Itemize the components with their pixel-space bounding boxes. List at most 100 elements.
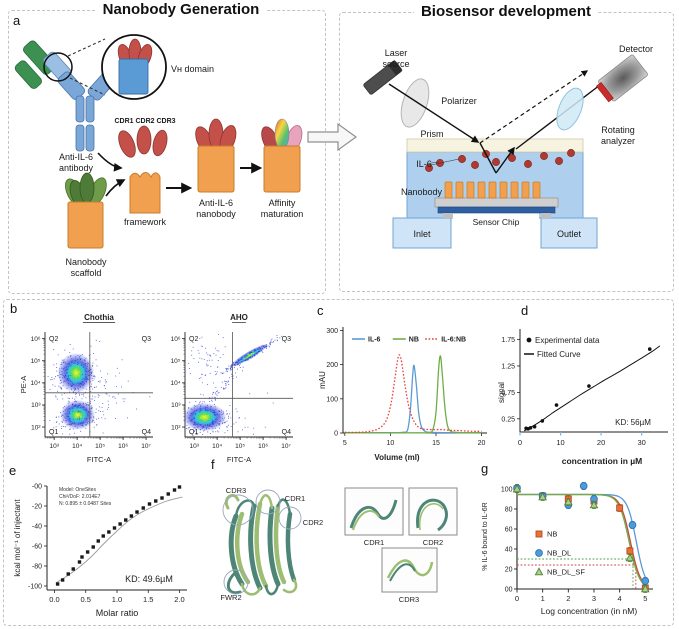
anti-il6-antibody-label2: antibody (59, 163, 94, 173)
svg-text:Q3: Q3 (142, 336, 151, 343)
panel-label-g: g (481, 461, 489, 476)
svg-text:20: 20 (597, 438, 605, 447)
data-point (55, 582, 60, 586)
svg-text:IL-6:NB: IL-6:NB (441, 337, 466, 344)
panel-label-f: f (211, 457, 215, 472)
svg-text:kcal mol⁻¹ of injectant: kcal mol⁻¹ of injectant (13, 499, 22, 577)
zoom-line-bottom (69, 77, 106, 96)
laser-source-label: Laser (385, 48, 408, 58)
svg-text:Molar ratio: Molar ratio (96, 608, 139, 618)
bottom-panels-box (3, 299, 674, 626)
svg-text:100: 100 (326, 396, 338, 403)
detector-label: Detector (619, 44, 653, 54)
svg-text:-100: -100 (28, 584, 42, 591)
sensor-chip-label: Sensor Chip (473, 217, 520, 227)
svg-text:10⁴: 10⁴ (72, 443, 82, 450)
svg-text:60: 60 (505, 527, 513, 534)
svg-text:10⁵: 10⁵ (31, 358, 41, 365)
svg-text:-40: -40 (32, 524, 42, 531)
structure-annotation-circles (222, 489, 302, 595)
biosensor-development-title: Biosensor development (413, 3, 599, 20)
svg-text:NB_DL_SF: NB_DL_SF (547, 568, 585, 577)
cdr2-label: CDR2 (303, 518, 323, 527)
svg-text:5: 5 (643, 594, 647, 603)
series-NB (344, 355, 482, 434)
svg-text:10³: 10³ (49, 443, 59, 450)
svg-text:KD: 49.6µM: KD: 49.6µM (125, 574, 173, 584)
laser-source-icon (363, 60, 403, 95)
cdr1-circle-icon (255, 489, 281, 515)
svg-text:KD: 56µM: KD: 56µM (615, 418, 651, 427)
data-point (80, 555, 84, 559)
cdr3-circle-icon (222, 494, 254, 526)
cdr2-circle-icon (278, 506, 302, 530)
svg-text:2.0: 2.0 (174, 595, 184, 604)
laser-source-label2: source (382, 59, 409, 69)
fwr2-label: FWR2 (220, 593, 241, 602)
outlet-block-icon (540, 217, 598, 249)
data-point (177, 485, 182, 489)
biosensor-diagram: Laser source Polarizer Prism Detector Ro… (363, 44, 653, 249)
il6-label: IL-6 (416, 159, 432, 169)
nanobody-label: Nanobody (401, 187, 443, 197)
svg-text:Q1: Q1 (189, 429, 198, 436)
sec-chart: 0 100 200 300 5 10 15 20 mAU Volume (ml) IL-6 NB IL-… (318, 327, 487, 462)
svg-text:Log concentration (in nM): Log concentration (in nM) (541, 606, 638, 616)
polarizer-icon (400, 78, 430, 128)
data-point (554, 403, 559, 407)
cdr3-inset-label: CDR3 (399, 595, 419, 604)
svg-text:20: 20 (505, 567, 513, 574)
svg-text:40: 40 (505, 547, 513, 554)
data-point (112, 526, 117, 530)
anti-il6-nanobody-icon (195, 118, 237, 193)
curve-NB_DL_SF (517, 493, 647, 587)
nanobody-scaffold-label2: scaffold (71, 268, 102, 278)
svg-text:FITC-A: FITC-A (87, 455, 111, 464)
cdr1-label: CDR1 (285, 494, 305, 503)
data-point (587, 384, 591, 388)
svg-text:% IL-6 bound to IL-6R: % IL-6 bound to IL-6R (482, 502, 489, 571)
data-point (66, 572, 70, 576)
prism-label: Prism (421, 129, 444, 139)
nanobody-posts-icon (444, 181, 541, 199)
antibody-to-cdr-arrow-icon (97, 152, 123, 172)
svg-text:10⁵: 10⁵ (171, 358, 181, 365)
series-IL-6 (344, 364, 482, 434)
svg-text:20: 20 (478, 440, 486, 447)
binding-curve-plot: 0.25 0.75 1.25 1.75 0 10 20 30 signal concentrati… (497, 329, 668, 466)
svg-text:PE-A: PE-A (19, 376, 28, 394)
svg-text:10⁴: 10⁴ (212, 443, 222, 450)
cdr1-inset-label: CDR1 (364, 538, 384, 547)
affinity-maturation-icon (261, 118, 303, 193)
svg-text:2: 2 (566, 594, 570, 603)
flow-chart-AHO: AHO 10³ 10⁴ 10⁵ 10⁶ 10⁷ 10² 10³ 10⁴ 10⁵ 10⁶ FITC-A Q… (170, 313, 293, 464)
data-point (107, 530, 111, 534)
svg-text:0.75: 0.75 (501, 390, 515, 397)
anti-il6-antibody-label: Anti-IL-6 (59, 152, 93, 162)
size-exclusion-chromatogram: 0 100 200 300 5 10 15 20 mAU Volume (ml) IL-6 NB IL-… (318, 327, 487, 462)
zoom-source-circle-icon (43, 52, 73, 82)
svg-text:concentration in µM: concentration in µM (562, 456, 642, 466)
prism-strip-icon (406, 138, 584, 153)
svg-text:-20: -20 (32, 504, 42, 511)
svg-text:-60: -60 (32, 544, 42, 551)
data-point (71, 567, 75, 571)
data-point (532, 424, 537, 429)
svg-text:300: 300 (326, 328, 338, 335)
svg-text:Q2: Q2 (189, 336, 198, 343)
svg-text:1.75: 1.75 (501, 337, 515, 344)
data-point (129, 514, 134, 518)
detector-icon (595, 54, 648, 103)
svg-text:Chi²/DoF: 2.014E7: Chi²/DoF: 2.014E7 (59, 494, 101, 500)
data-point (172, 488, 177, 492)
svg-text:Fitted Curve: Fitted Curve (537, 350, 581, 359)
itc-chart: -00 -20 -40 -60 -80 -100 0.0 0.5 1.0 1.5 2.0 kcal m… (13, 484, 187, 618)
svg-text:AHO: AHO (230, 313, 248, 322)
svg-text:IL-6: IL-6 (368, 337, 381, 344)
svg-text:0.0: 0.0 (49, 595, 59, 604)
svg-text:10⁵: 10⁵ (95, 443, 105, 450)
data-point (540, 419, 545, 423)
flow-plot-aho: AHO 10³ 10⁴ 10⁵ 10⁶ 10⁷ 10² 10³ 10⁴ 10⁵ 10⁶ FITC-A Q… (170, 313, 293, 464)
svg-text:0: 0 (518, 438, 522, 447)
